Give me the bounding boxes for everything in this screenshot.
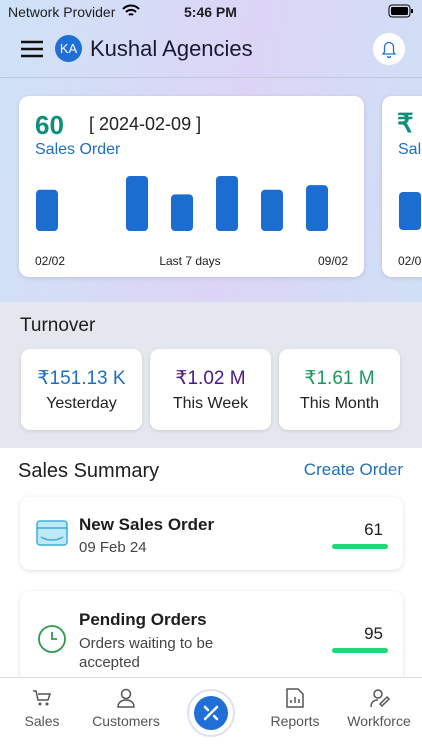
turnover-card[interactable]: ₹1.61 M This Month: [279, 349, 400, 430]
turnover-value: ₹1.61 M: [304, 368, 375, 389]
divider: [0, 77, 422, 78]
carrier: Network Provider: [8, 4, 116, 20]
turnover-title: Turnover: [20, 315, 96, 336]
workforce-icon: [370, 689, 391, 708]
bar: [399, 192, 421, 230]
sales-value-card[interactable]: ₹ Sales 02/02: [382, 96, 422, 277]
turnover-value: ₹151.13 K: [37, 368, 126, 389]
customers-icon: [117, 688, 135, 708]
reports-icon: [286, 688, 304, 708]
turnover-label: This Month: [299, 395, 380, 412]
summary-card[interactable]: Pending Orders Orders waiting to be acce…: [20, 591, 403, 691]
bar: [171, 194, 193, 231]
item-count: 95: [364, 624, 383, 643]
create-order-button[interactable]: Create Order: [303, 460, 403, 479]
turnover-value: ₹1.02 M: [175, 368, 246, 389]
bottom-nav: Sales Customers Reports Workforce: [0, 677, 422, 750]
item-count: 61: [364, 520, 383, 539]
turnover-label: Yesterday: [46, 395, 117, 412]
bar: [36, 189, 58, 231]
range-end: 09/02: [317, 254, 348, 268]
nav-customers[interactable]: Customers: [92, 713, 160, 729]
card-symbol: ₹: [397, 108, 414, 138]
item-title: New Sales Order: [79, 515, 215, 534]
range-period: Last 7 days: [159, 254, 221, 268]
sales-icon: [33, 690, 52, 706]
card-date: [ 2024-02-09 ]: [89, 114, 202, 134]
home-button[interactable]: [186, 688, 236, 738]
nav-sales[interactable]: Sales: [24, 713, 60, 729]
avatar: KA: [55, 35, 82, 62]
turnover-card[interactable]: ₹1.02 M This Week: [150, 349, 271, 430]
item-title: Pending Orders: [79, 610, 207, 629]
turnover-label: This Week: [172, 395, 249, 412]
notification-button[interactable]: [373, 33, 405, 65]
order-count: 60: [35, 110, 64, 140]
progress-bar: [332, 544, 388, 549]
bar: [261, 189, 283, 231]
clock-icon: [38, 625, 66, 653]
battery-icon: [388, 4, 413, 18]
wifi-icon: [122, 4, 140, 16]
summary-card[interactable]: New Sales Order 09 Feb 24 61: [20, 497, 403, 570]
bar: [126, 176, 148, 231]
order-icon: [36, 520, 68, 546]
nav-reports[interactable]: Reports: [270, 713, 320, 729]
item-subtitle: Orders waiting to be accepted: [79, 635, 214, 671]
item-subtitle: 09 Feb 24: [79, 539, 147, 556]
summary-title: Sales Summary: [18, 460, 160, 482]
nav-workforce[interactable]: Workforce: [347, 713, 411, 729]
sales-order-card[interactable]: 60 [ 2024-02-09 ] Sales Order 02/02 Last…: [19, 96, 364, 277]
range-start: 02/02: [35, 254, 66, 268]
company-title: Kushal Agencies: [90, 36, 253, 61]
menu-button[interactable]: [20, 39, 44, 59]
turnover-card[interactable]: ₹151.13 K Yesterday: [21, 349, 142, 430]
progress-bar: [332, 648, 388, 653]
mini-bar-chart: [36, 176, 328, 231]
range-start: 02/02: [398, 254, 422, 268]
card-label: Sales Order: [35, 141, 121, 158]
bar: [216, 176, 238, 231]
clock: 5:46 PM: [184, 4, 237, 20]
bar: [306, 185, 328, 231]
card-label: Sales: [398, 141, 422, 158]
